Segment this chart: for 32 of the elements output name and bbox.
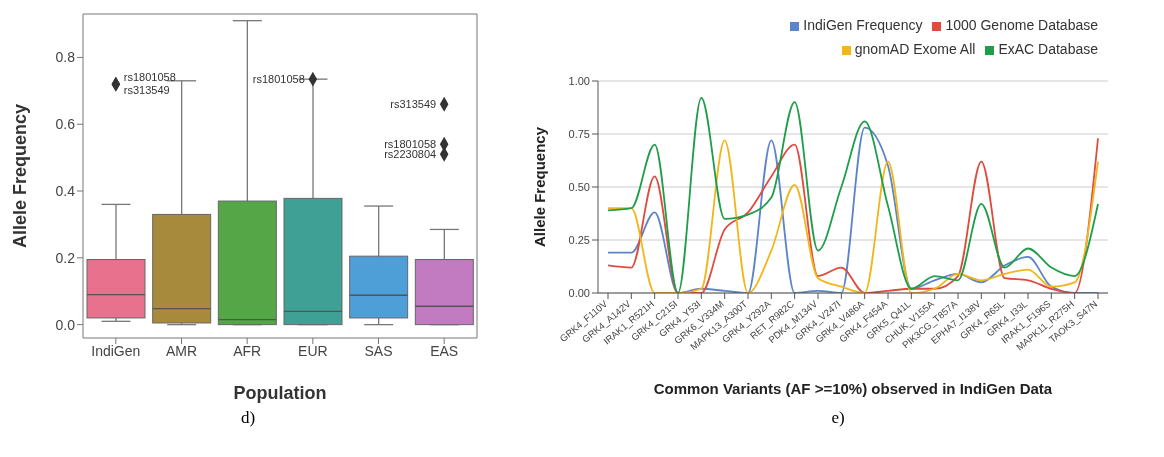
y-tick-label: 1.00	[568, 74, 590, 87]
y-tick-label: 0.75	[568, 127, 590, 140]
legend-label: IndiGen Frequency	[803, 17, 923, 33]
y-axis-title: Allele Frequency	[10, 103, 31, 249]
y-tick-label: 0.25	[568, 233, 590, 246]
legend-label: 1000 Genome Database	[945, 17, 1098, 33]
x-tick-label: IndiGen	[91, 342, 141, 359]
legend-label: ExAC Database	[998, 41, 1098, 57]
y-tick-label: 0.4	[55, 183, 76, 199]
x-tick-label: SAS	[364, 342, 393, 359]
annotation: rs313549	[123, 84, 170, 97]
x-axis-title: Population	[233, 382, 327, 403]
y-axis-title: Allele Frequency	[531, 126, 549, 248]
annotation: rs313549	[390, 98, 437, 111]
annotation: rs1801058	[384, 138, 437, 151]
legend-label: gnomAD Exome All	[854, 41, 976, 57]
x-tick-label: AFR	[233, 342, 262, 359]
annotation: rs1801058	[123, 71, 176, 84]
x-tick-label: AMR	[165, 342, 198, 359]
annotation: rs1801058	[252, 72, 305, 85]
x-tick-label: EAS	[430, 342, 459, 359]
annotation: rs2230804	[384, 148, 437, 161]
y-tick-label: 0.6	[55, 116, 76, 133]
text: d)	[239, 408, 257, 428]
y-tick-label: 0.2	[55, 249, 76, 266]
y-tick-label: 0.50	[568, 180, 590, 193]
y-tick-label: 0.8	[55, 49, 76, 66]
y-tick-label: 0.0	[55, 316, 76, 333]
x-tick-label: EUR	[298, 342, 328, 359]
x-axis-title: Common Variants (AF >=10%) observed in IndiGen Data	[653, 379, 1053, 397]
text: e)	[830, 408, 846, 428]
y-tick-label: 0.00	[568, 286, 590, 299]
